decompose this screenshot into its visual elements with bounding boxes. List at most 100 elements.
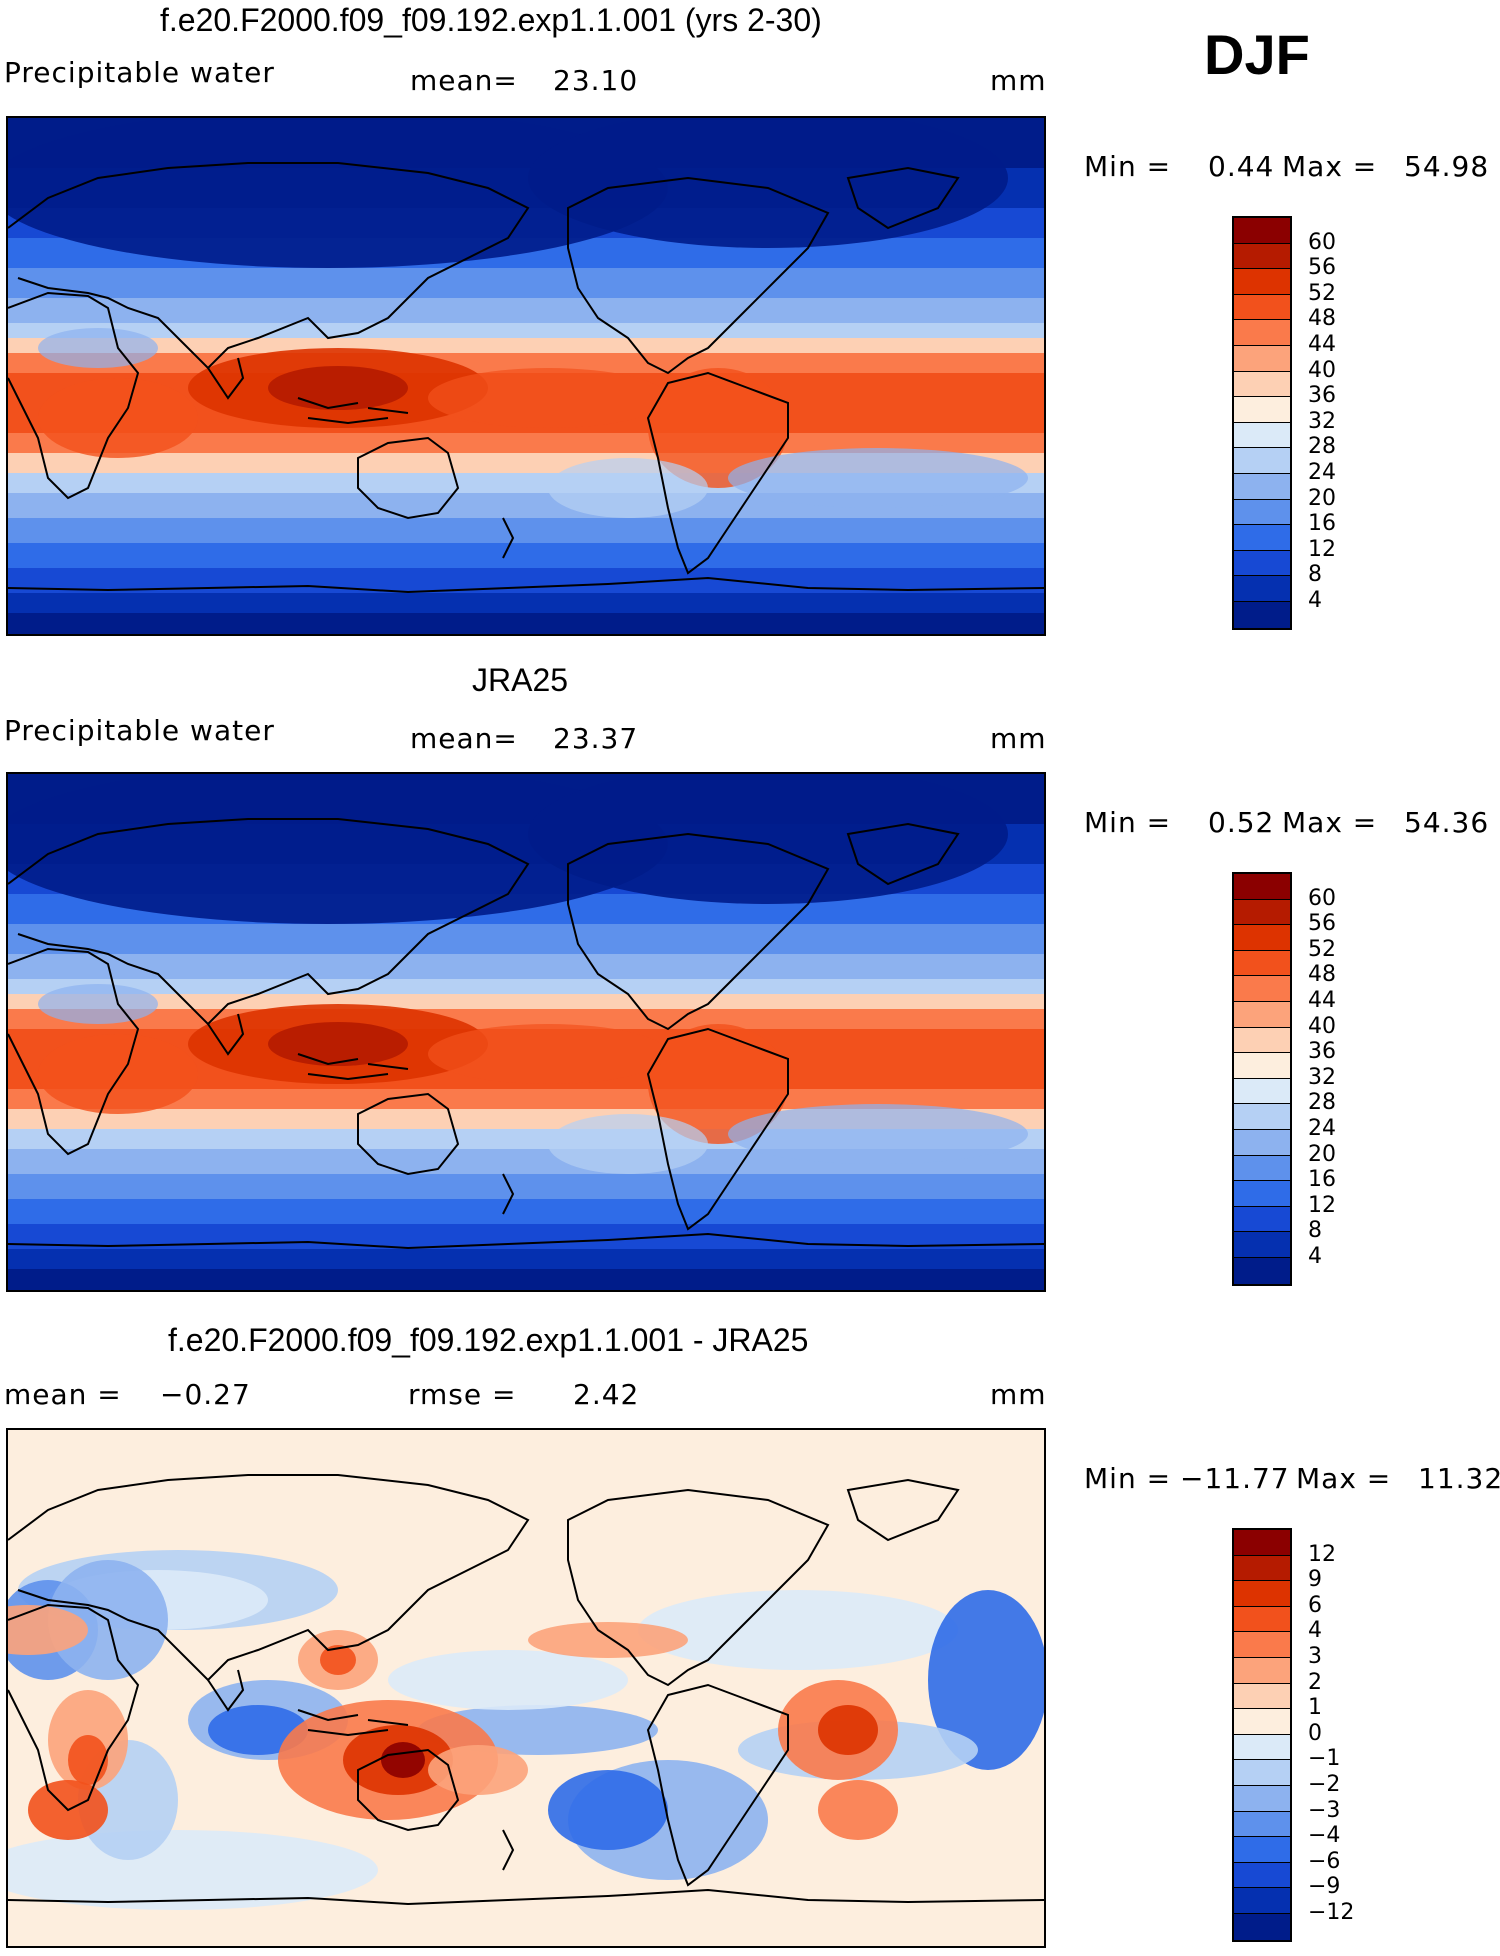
- colorbar-tick-label: 56: [1308, 911, 1336, 937]
- panel-1-min-value: 0.44: [1208, 150, 1275, 183]
- season-label: DJF: [1204, 23, 1310, 86]
- colorbar-tick-label: 8: [1308, 562, 1322, 588]
- colorbar-tick-label: 48: [1308, 962, 1336, 988]
- panel-3-rmse-value: 2.42: [573, 1378, 640, 1411]
- panel-3-rmse-label: rmse =: [408, 1378, 517, 1411]
- panel-1-mean-value: 23.10: [553, 64, 639, 97]
- panel-3-max-value: 11.32: [1418, 1462, 1500, 1495]
- colorbar-tick-label: −9: [1308, 1874, 1341, 1900]
- panel-2-min-label: Min =: [1084, 806, 1172, 839]
- panel-3-title: f.e20.F2000.f09_f09.192.exp1.1.001 - JRA…: [168, 1322, 809, 1358]
- colorbar-tick-label: −3: [1308, 1797, 1341, 1823]
- panel-1-mean-label: mean=: [410, 64, 518, 97]
- colorbar-box: [1234, 1683, 1290, 1710]
- colorbar-box: [1234, 499, 1290, 526]
- panel-1-max-value: 54.98: [1404, 150, 1490, 183]
- colorbar-box: [1234, 1811, 1290, 1838]
- colorbar-box: [1234, 1053, 1290, 1079]
- panel-3-mean-value: −0.27: [160, 1378, 251, 1411]
- colorbar-box: [1234, 1888, 1290, 1914]
- colorbar-tick-label: 0: [1308, 1720, 1322, 1746]
- panel-1-title: f.e20.F2000.f09_f09.192.exp1.1.001 (yrs …: [160, 2, 822, 38]
- colorbar-tick-label: 9: [1308, 1567, 1322, 1593]
- colorbar-tick-label: 12: [1308, 1192, 1336, 1218]
- colorbar-box: [1234, 1027, 1290, 1054]
- colorbar-box: [1234, 1760, 1290, 1786]
- panel-2-mean-label: mean=: [410, 722, 518, 755]
- colorbar-box: [1234, 1104, 1290, 1130]
- colorbar-tick-label: 8: [1308, 1218, 1322, 1244]
- panel-2-mean-value: 23.37: [553, 722, 639, 755]
- colorbar-tick-label: 4: [1308, 588, 1322, 613]
- panel-1-max-label: Max =: [1282, 150, 1378, 183]
- colorbar-box: [1234, 1632, 1290, 1658]
- panel-3-max-label: Max =: [1296, 1462, 1392, 1495]
- colorbar-box: [1234, 1657, 1290, 1684]
- colorbar-tick-label: 36: [1308, 383, 1336, 409]
- colorbar-tick-label: 12: [1308, 536, 1336, 562]
- colorbar-tick-label: 1: [1308, 1695, 1322, 1721]
- colorbar-box: [1234, 1581, 1290, 1607]
- colorbar-box: [1234, 899, 1290, 926]
- colorbar-tick-label: 52: [1308, 936, 1336, 962]
- panel-2-variable-label: Precipitable water: [4, 714, 275, 747]
- colorbar-box: [1234, 1155, 1290, 1182]
- colorbar-tick-label: 48: [1308, 306, 1336, 332]
- panel-3-min-label: Min =: [1084, 1462, 1172, 1495]
- colorbar-tick-label: 24: [1308, 460, 1336, 485]
- colorbar-box: [1234, 1206, 1290, 1233]
- colorbar-box: [1234, 1709, 1290, 1735]
- colorbar-tick-label: 16: [1308, 511, 1336, 537]
- colorbar-box: [1234, 1078, 1290, 1105]
- panel-1-variable-label: Precipitable water: [4, 56, 275, 89]
- colorbar-box: [1234, 397, 1290, 423]
- colorbar-box: [1234, 925, 1290, 951]
- colorbar-box: [1234, 1181, 1290, 1207]
- panel-2-colorbar: [1232, 872, 1292, 1286]
- colorbar-box: [1234, 1913, 1290, 1940]
- colorbar-tick-label: 2: [1308, 1669, 1322, 1695]
- colorbar-tick-label: 40: [1308, 1013, 1336, 1039]
- colorbar-tick-label: −12: [1308, 1900, 1355, 1925]
- colorbar-box: [1234, 269, 1290, 295]
- colorbar-box: [1234, 345, 1290, 372]
- colorbar-tick-label: 60: [1308, 885, 1336, 911]
- colorbar-box: [1234, 1606, 1290, 1633]
- colorbar-box: [1234, 473, 1290, 500]
- colorbar-tick-label: 20: [1308, 1141, 1336, 1167]
- panel-1-units: mm: [990, 64, 1047, 97]
- colorbar-tick-label: 40: [1308, 357, 1336, 383]
- colorbar-box: [1234, 448, 1290, 474]
- colorbar-tick-label: 12: [1308, 1541, 1336, 1567]
- panel-3-units: mm: [990, 1378, 1047, 1411]
- colorbar-box: [1234, 950, 1290, 977]
- colorbar-tick-label: −1: [1308, 1746, 1341, 1772]
- panel-1-map: [6, 116, 1046, 636]
- colorbar-box: [1234, 1785, 1290, 1812]
- colorbar-tick-label: 32: [1308, 1064, 1336, 1090]
- colorbar-box: [1234, 1837, 1290, 1863]
- colorbar-tick-label: 56: [1308, 255, 1336, 281]
- colorbar-tick-label: 20: [1308, 485, 1336, 511]
- colorbar-box: [1234, 371, 1290, 398]
- colorbar-tick-label: −4: [1308, 1823, 1341, 1849]
- panel-3-map: [6, 1428, 1046, 1948]
- panel-2-map: [6, 772, 1046, 1292]
- colorbar-tick-label: −2: [1308, 1772, 1341, 1797]
- colorbar-box: [1234, 1734, 1290, 1761]
- colorbar-box: [1234, 601, 1290, 628]
- colorbar-box: [1234, 1001, 1290, 1028]
- panel-3-colorbar: [1232, 1528, 1292, 1942]
- colorbar-box: [1234, 874, 1290, 900]
- colorbar-box: [1234, 576, 1290, 602]
- panel-2-units: mm: [990, 722, 1047, 755]
- colorbar-tick-label: 60: [1308, 229, 1336, 255]
- colorbar-tick-label: 32: [1308, 408, 1336, 434]
- panel-2-title: JRA25: [472, 662, 569, 698]
- colorbar-box: [1234, 1530, 1290, 1556]
- colorbar-tick-label: 6: [1308, 1592, 1322, 1618]
- colorbar-box: [1234, 422, 1290, 449]
- colorbar-box: [1234, 320, 1290, 346]
- colorbar-box: [1234, 218, 1290, 244]
- colorbar-box: [1234, 294, 1290, 321]
